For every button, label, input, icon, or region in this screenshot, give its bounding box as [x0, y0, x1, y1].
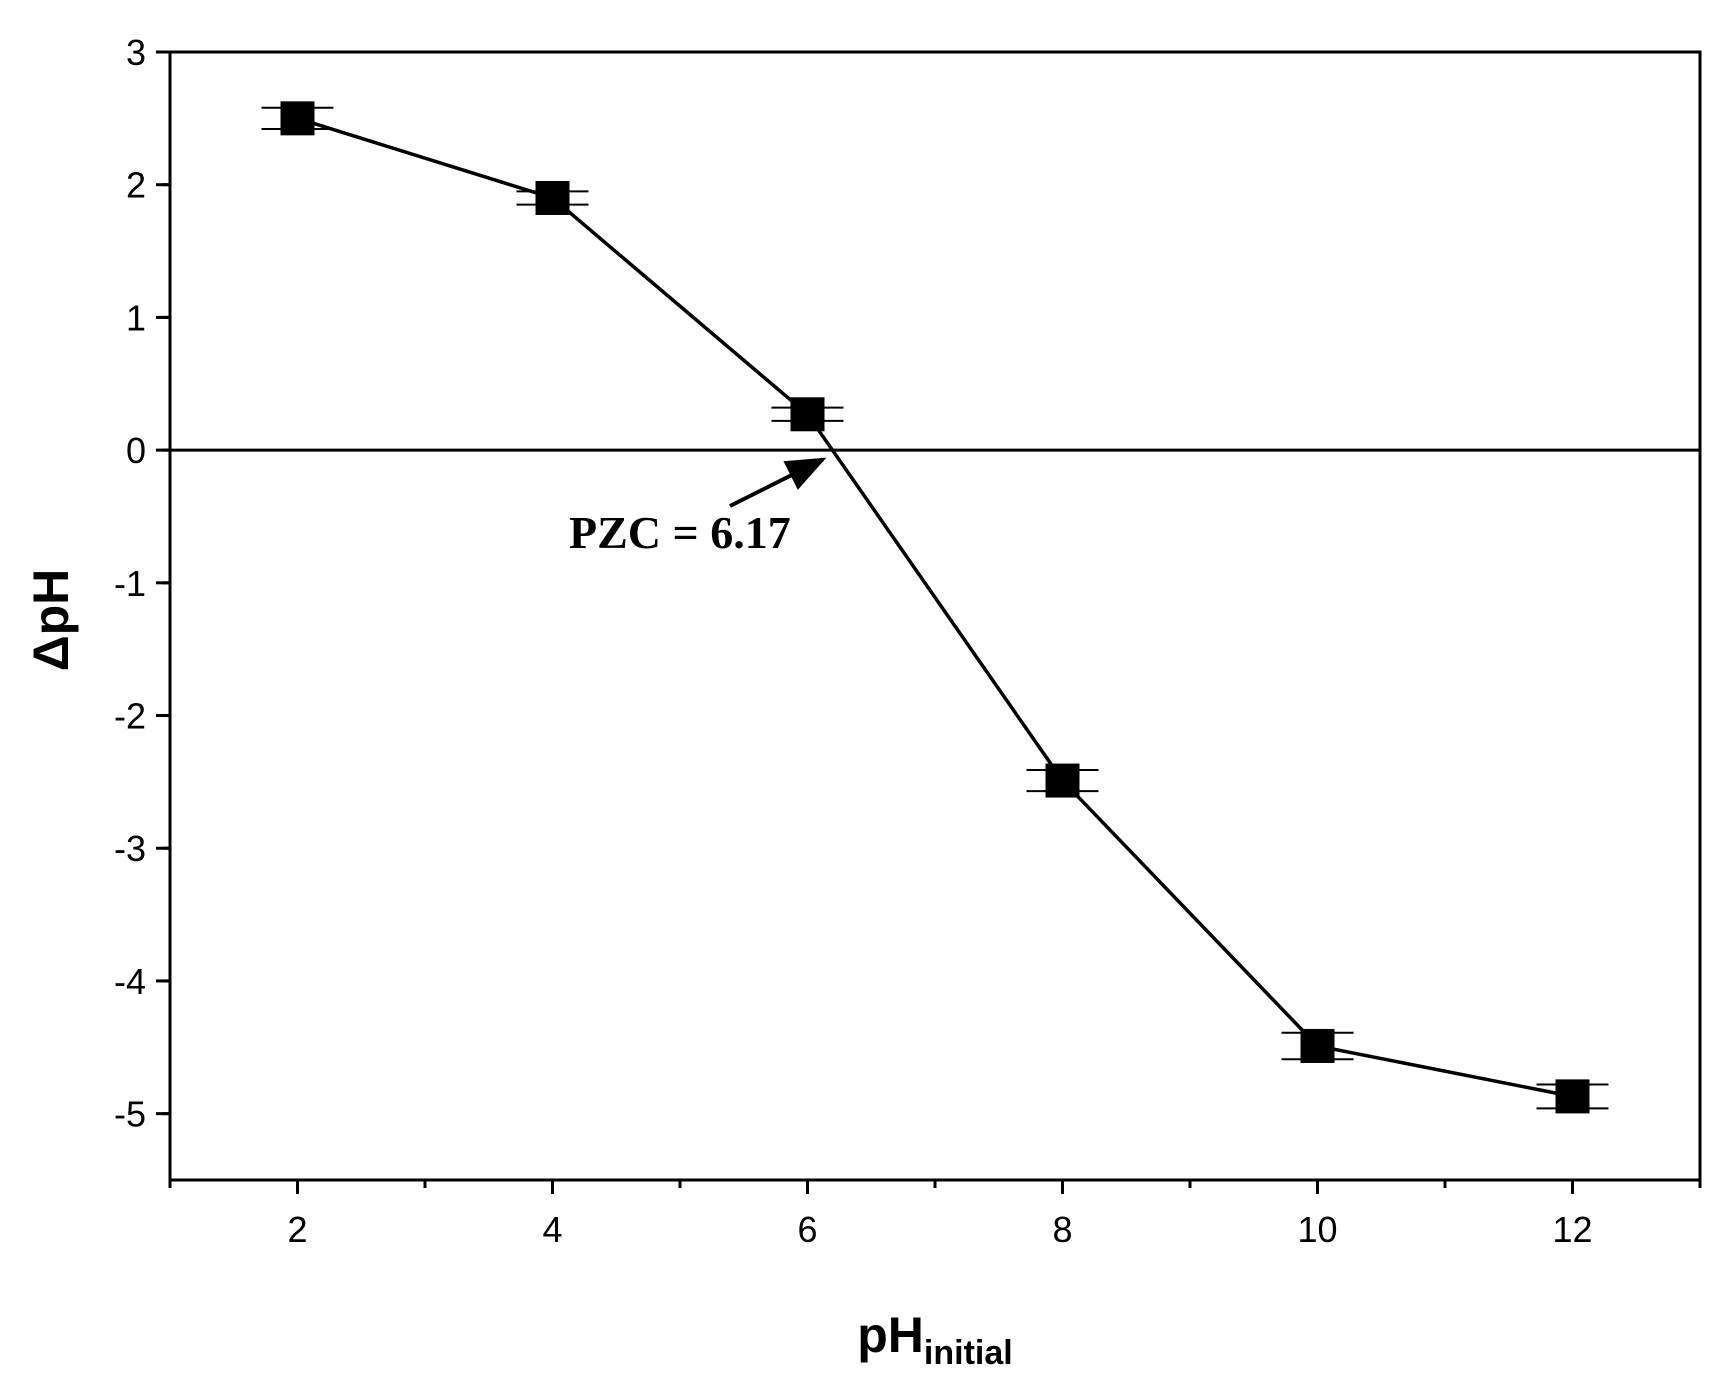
y-tick-label: 1	[126, 297, 146, 338]
y-tick-label: -3	[114, 828, 146, 869]
x-tick-label: 12	[1552, 1209, 1592, 1250]
x-axis: 2 4 6 8 10 12	[168, 1180, 1702, 1250]
x-tick-label: 2	[287, 1209, 307, 1250]
x-tick-label: 8	[1052, 1209, 1072, 1250]
data-point	[280, 101, 315, 136]
x-tick-label: 4	[542, 1209, 562, 1250]
series-line	[296, 116, 1573, 1099]
x-tick-label: 10	[1297, 1209, 1337, 1250]
y-tick-label: 0	[126, 430, 146, 471]
y-tick-label: -1	[114, 563, 146, 604]
x-axis-title-subscript: initial	[924, 1334, 1013, 1372]
data-point	[1300, 1028, 1335, 1063]
pzc-annotation: PZC = 6.17	[569, 507, 791, 558]
y-tick-label: -4	[114, 961, 146, 1002]
data-point	[535, 180, 570, 215]
data-series	[261, 101, 1609, 1114]
y-axis: 3 2 1 0 -1 -2 -3 -4 -5	[114, 32, 170, 1135]
x-axis-title-main: pH	[857, 1307, 924, 1363]
y-tick-label: 3	[126, 32, 146, 73]
x-tick-label: 6	[797, 1209, 817, 1250]
plot-area-frame	[168, 50, 1702, 1182]
data-point	[790, 397, 825, 432]
y-axis-title: ΔpH	[23, 569, 79, 672]
y-tick-label: -2	[114, 696, 146, 737]
data-point	[1045, 763, 1080, 798]
data-point	[1555, 1079, 1590, 1114]
y-tick-label: 2	[126, 165, 146, 206]
x-axis-title: pHinitial	[857, 1307, 1012, 1372]
y-tick-label: -5	[114, 1094, 146, 1135]
pzc-annotation-arrow	[729, 457, 827, 508]
